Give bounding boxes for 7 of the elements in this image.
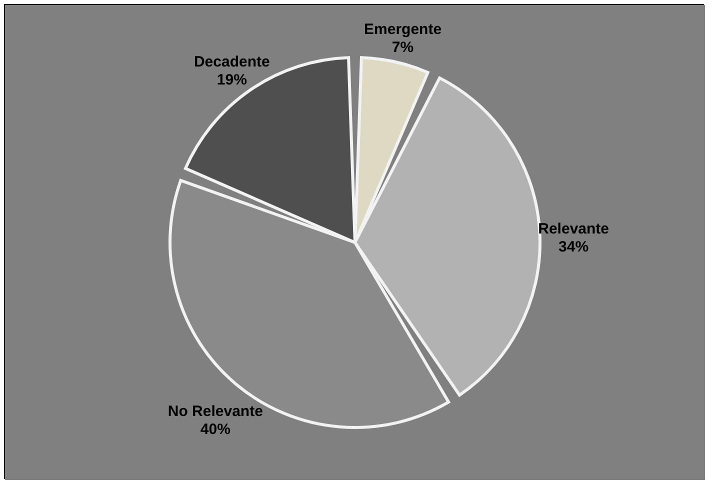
slice-label: Decadente (194, 53, 270, 70)
data-label: 40% (200, 421, 230, 438)
data-label: 34% (558, 238, 589, 256)
data-label: 7% (392, 38, 414, 56)
slice-label: Emergente (364, 20, 442, 38)
slice-label: No Relevante (168, 403, 263, 420)
data-label: 19% (216, 71, 247, 88)
